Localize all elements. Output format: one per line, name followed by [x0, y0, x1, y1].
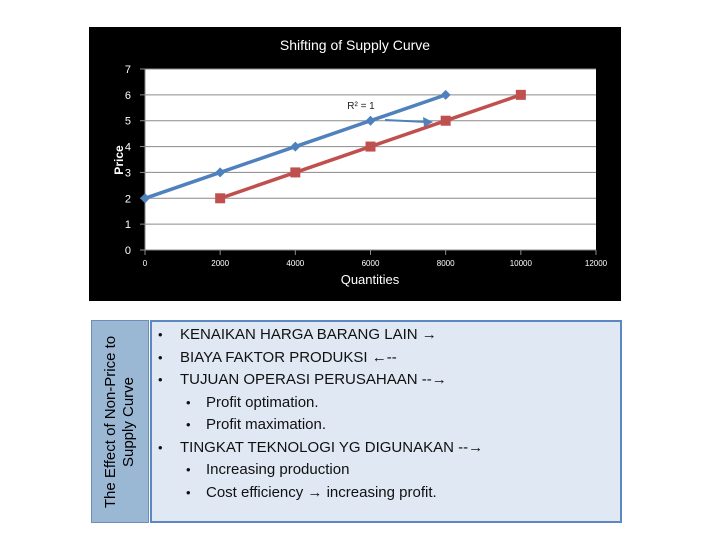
data-point [140, 193, 150, 204]
bullet-item: • BIAYA FAKTOR PRODUKSI ←-- [152, 347, 620, 370]
side-title-panel: The Effect of Non-Price to Supply Curve [91, 320, 149, 523]
bullet-text: BIAYA FAKTOR PRODUKSI ←-- [180, 348, 397, 366]
y-axis-label: Price [112, 145, 126, 175]
chart-svg: 0 1 2 3 4 5 6 7 0 2000 4000 6000 8000 10000 12000 Shi… [112, 37, 608, 287]
series-2 [215, 89, 526, 204]
x-tick-label: 6000 [362, 259, 380, 268]
bullet-text: Profit maximation. [206, 416, 327, 433]
bullet-item: • Increasing production [152, 459, 620, 482]
bullet-dot-icon: • [186, 394, 191, 410]
bullet-dot-icon: • [186, 462, 191, 477]
y-tick-label: 3 [125, 167, 131, 179]
x-tick-label: 10000 [510, 259, 533, 268]
bullet-item: • KENAIKAN HARGA BARANG LAIN → [152, 324, 620, 347]
y-tick-label: 1 [125, 219, 131, 231]
bullet-item: • TINGKAT TEKNOLOGI YG DIGUNAKAN --→ [152, 437, 620, 460]
shift-arrow [384, 117, 433, 127]
bullet-text: Increasing production [206, 461, 350, 478]
data-point [440, 89, 451, 100]
bullet-item: • TUJUAN OPERASI PERUSAHAAN --→ [152, 369, 620, 392]
data-point [440, 115, 451, 126]
data-point [515, 89, 526, 100]
x-tick-label: 2000 [211, 259, 229, 268]
bullet-dot-icon: • [158, 439, 163, 455]
bullet-text: Profit optimation. [206, 393, 319, 411]
chart-title: Shifting of Supply Curve [280, 37, 430, 53]
y-tick-label: 2 [125, 193, 131, 205]
bullet-text: TINGKAT TEKNOLOGI YG DIGUNAKAN --→ [180, 438, 484, 456]
bullet-item: • Profit optimation. [152, 392, 620, 415]
bullet-text: KENAIKAN HARGA BARANG LAIN → [180, 326, 437, 343]
plot-area [145, 69, 596, 250]
bullet-item: • Profit maximation. [152, 414, 620, 437]
x-tick-label: 4000 [286, 259, 304, 268]
y-tick-label: 5 [125, 116, 131, 128]
bullet-dot-icon: • [186, 484, 191, 500]
data-point [365, 141, 376, 152]
bullet-item: • Cost efficiency → increasing profit. [152, 482, 620, 505]
x-tick-label: 12000 [585, 259, 608, 268]
x-tick-label: 8000 [437, 259, 455, 268]
data-point [215, 167, 226, 178]
y-tick-label: 4 [125, 142, 131, 154]
chart-panel: 0 1 2 3 4 5 6 7 0 2000 4000 6000 8000 10000 12000 Shi… [89, 27, 621, 301]
data-point [290, 141, 301, 152]
x-axis-label: Quantities [341, 272, 400, 287]
bullet-list: • KENAIKAN HARGA BARANG LAIN → • BIAYA FAKT… [150, 320, 622, 523]
series-1 [140, 89, 451, 204]
data-point [365, 115, 376, 126]
r-squared-annotation: R² = 1 [347, 101, 375, 112]
x-tick-label: 0 [143, 259, 148, 268]
bullet-text: TUJUAN OPERASI PERUSAHAAN --→ [180, 371, 447, 388]
bullet-dot-icon: • [186, 417, 191, 432]
bullet-dot-icon: • [158, 349, 163, 365]
bullet-dot-icon: • [158, 372, 163, 387]
bullet-text: Cost efficiency → increasing profit. [206, 483, 437, 501]
y-tick-label: 0 [125, 245, 131, 257]
data-point [290, 167, 301, 178]
y-tick-label: 6 [125, 90, 131, 102]
y-tick-label: 7 [125, 64, 131, 76]
bullet-dot-icon: • [158, 327, 163, 342]
side-title: The Effect of Non-Price to Supply Curve [102, 335, 137, 508]
data-point [215, 193, 226, 204]
